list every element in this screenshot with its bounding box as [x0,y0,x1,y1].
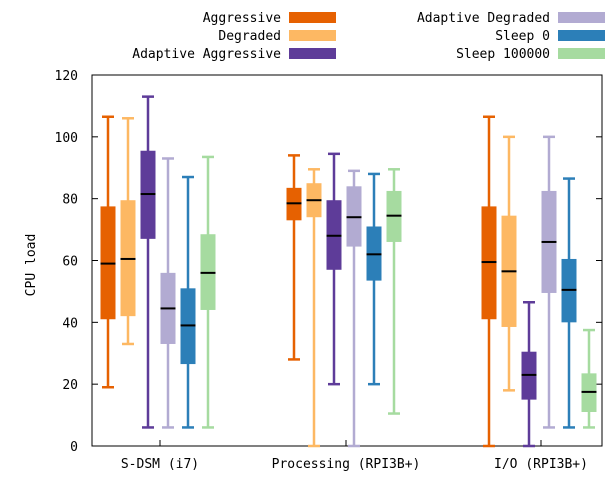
legend-entry-aggressive: Aggressive [203,11,336,26]
y-tick-label: 20 [62,378,78,393]
box-adaptive-aggressive-s-dsm-i7 [140,95,156,429]
plot-axes: 0 20 40 60 80 100 120 S-DSM (i7) Processing (RPI… [55,69,603,472]
box-adaptive-aggressive-processing-rpi3b [326,152,342,386]
legend-label: Sleep 0 [495,29,550,44]
y-tick-label: 120 [55,69,78,84]
legend-swatch [289,30,336,41]
box-adaptive-aggressive-i-o-rpi3b [521,300,537,448]
legend-entry-degraded: Degraded [218,29,336,44]
box-sleep-100000-s-dsm-i7 [200,155,216,429]
box-aggressive-i-o-rpi3b [481,115,497,448]
y-tick-label: 100 [55,131,78,146]
box-sleep-0-i-o-rpi3b [561,177,577,429]
box-series [100,95,597,448]
box-adaptive-degraded-i-o-rpi3b [541,135,557,429]
legend-swatch [289,12,336,23]
box-aggressive-s-dsm-i7 [100,115,116,389]
legend-label: Adaptive Aggressive [132,47,281,62]
legend-swatch [558,12,605,23]
legend-entry-sleep-100000: Sleep 100000 [456,47,605,62]
y-tick-label: 80 [62,193,78,208]
x-tick-label-processing-rpi3b: Processing (RPI3B+) [272,457,421,472]
x-tick-label-s-dsm-i7: S-DSM (i7) [121,457,199,472]
box-sleep-0-processing-rpi3b [366,172,382,386]
legend: Aggressive Degraded Adaptive Aggressive Ada… [132,11,605,62]
legend-entry-adaptive-aggressive: Adaptive Aggressive [132,47,336,62]
legend-label: Sleep 100000 [456,47,550,62]
y-axis-label: CPU load [24,234,39,297]
box-sleep-100000-i-o-rpi3b [581,328,597,429]
legend-swatch [289,48,336,59]
legend-entry-adaptive-degraded: Adaptive Degraded [417,11,605,26]
legend-label: Aggressive [203,11,281,26]
box-aggressive-processing-rpi3b [286,154,302,361]
x-tick-label-i-o-rpi3b: I/O (RPI3B+) [494,457,588,472]
y-tick-label: 0 [70,440,78,455]
box-sleep-0-s-dsm-i7 [180,175,196,429]
y-tick-label: 60 [62,255,78,270]
box-degraded-s-dsm-i7 [120,117,136,346]
box-degraded-processing-rpi3b [306,168,322,448]
legend-swatch [558,48,605,59]
legend-label: Adaptive Degraded [417,11,550,26]
box-adaptive-degraded-processing-rpi3b [346,169,362,448]
y-tick-label: 40 [62,316,78,331]
box-adaptive-degraded-s-dsm-i7 [160,157,176,429]
legend-label: Degraded [218,29,281,44]
legend-swatch [558,30,605,41]
legend-entry-sleep-0: Sleep 0 [495,29,605,44]
box-sleep-100000-processing-rpi3b [386,168,402,415]
box-degraded-i-o-rpi3b [501,135,517,392]
